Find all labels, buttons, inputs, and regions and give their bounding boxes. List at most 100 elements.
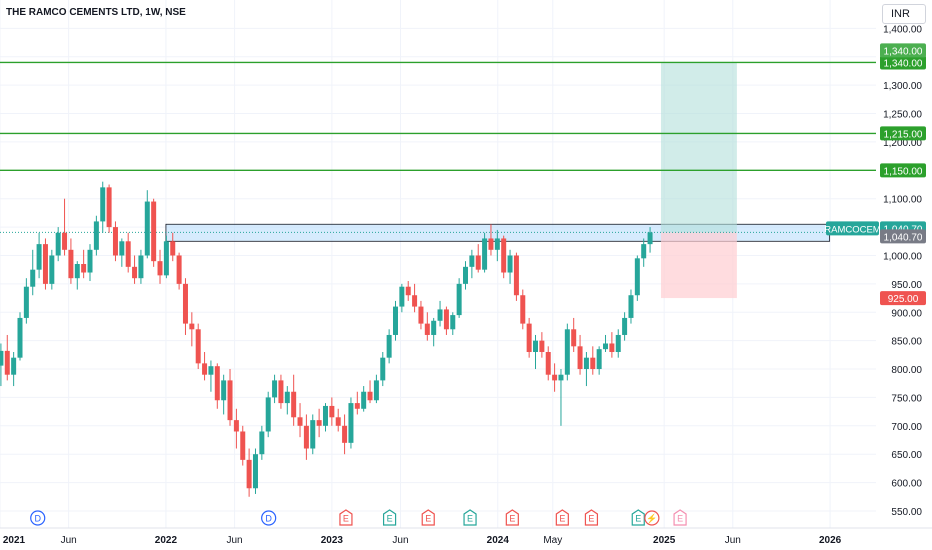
event-marker-label: E bbox=[467, 514, 473, 524]
candle-body bbox=[265, 397, 271, 432]
candle bbox=[42, 238, 48, 290]
stop-zone bbox=[660, 232, 737, 299]
candle bbox=[622, 312, 628, 341]
candle bbox=[182, 278, 188, 335]
y-tick-label: 700.00 bbox=[891, 422, 922, 433]
candle-body bbox=[151, 201, 157, 262]
time-axis: 2021 Jun 2022 Jun 2023 Jun 2024 May 2025 Jun 2026 bbox=[0, 527, 932, 546]
candle-body bbox=[93, 221, 99, 250]
candle bbox=[615, 329, 621, 358]
event-markers: D D E E E E E E E E ⚡ E bbox=[30, 509, 687, 526]
candle bbox=[252, 448, 258, 494]
candle bbox=[342, 414, 348, 455]
candle-body bbox=[0, 350, 4, 366]
candle bbox=[17, 312, 23, 361]
candle-body bbox=[622, 317, 628, 335]
candle bbox=[176, 252, 182, 290]
candle-body bbox=[615, 334, 621, 352]
price-tags: 1,340.00 1,215.00 1,150.00 1,340.00 925.00 1,… bbox=[824, 43, 926, 306]
x-tick-label: Jun bbox=[725, 535, 741, 546]
candle-body bbox=[49, 255, 55, 284]
candle-body bbox=[431, 320, 437, 335]
candle-body bbox=[437, 309, 443, 321]
y-tick-label: 1,300.00 bbox=[883, 81, 922, 92]
candle bbox=[424, 312, 430, 341]
candle-body bbox=[603, 343, 609, 350]
candle bbox=[647, 227, 653, 253]
x-tick-label: Jun bbox=[227, 535, 243, 546]
x-tick-label: 2024 bbox=[487, 535, 510, 546]
x-tick-label: 2025 bbox=[653, 535, 676, 546]
chart-title: THE RAMCO CEMENTS LTD, 1W, NSE bbox=[6, 7, 186, 18]
candle-body bbox=[30, 269, 36, 287]
event-marker-label: E bbox=[509, 514, 515, 524]
candle bbox=[100, 181, 106, 233]
candle bbox=[494, 229, 500, 262]
candle-body bbox=[526, 323, 532, 352]
candle bbox=[62, 198, 68, 256]
candle-body bbox=[577, 346, 583, 370]
candle-body bbox=[342, 425, 348, 443]
candle-body bbox=[501, 238, 507, 273]
price-axis: 550.00 600.00 650.00 700.00 750.00 800.00 850.… bbox=[883, 24, 922, 518]
candle-body bbox=[81, 264, 87, 273]
candle bbox=[603, 334, 609, 352]
candle bbox=[558, 369, 564, 426]
candle-body bbox=[189, 323, 195, 330]
currency-button[interactable]: INR bbox=[882, 4, 926, 24]
event-marker-e: E bbox=[463, 509, 477, 526]
candle bbox=[106, 184, 112, 233]
event-marker-label: E bbox=[559, 514, 565, 524]
candle-body bbox=[590, 357, 596, 370]
candle bbox=[55, 227, 61, 262]
candle-body bbox=[513, 255, 519, 296]
candle bbox=[552, 363, 558, 392]
candle bbox=[119, 238, 125, 267]
candle bbox=[316, 408, 322, 438]
candle-body bbox=[463, 266, 469, 284]
y-tick-label: 900.00 bbox=[891, 308, 922, 319]
candle bbox=[81, 249, 87, 279]
candle bbox=[513, 252, 519, 301]
candle-body bbox=[386, 334, 392, 358]
candle-body bbox=[367, 391, 373, 401]
candle bbox=[93, 215, 99, 256]
candle bbox=[367, 380, 373, 404]
candle bbox=[208, 360, 214, 392]
candle bbox=[163, 235, 169, 279]
candle-body bbox=[380, 357, 386, 381]
candle-body bbox=[609, 343, 615, 352]
event-marker-label: D bbox=[34, 514, 41, 524]
candle bbox=[329, 397, 335, 426]
candle-body bbox=[4, 350, 10, 375]
candle-body bbox=[23, 286, 29, 318]
event-marker-e: E bbox=[505, 509, 519, 526]
symbol-tag bbox=[826, 221, 879, 236]
candle-body bbox=[424, 323, 430, 335]
candle-body bbox=[310, 420, 316, 449]
candle bbox=[132, 255, 138, 284]
candle bbox=[227, 369, 233, 426]
candle bbox=[87, 244, 93, 282]
candle-body bbox=[163, 241, 169, 276]
candle bbox=[507, 249, 513, 284]
candle bbox=[138, 249, 144, 284]
y-tick-label: 1,200.00 bbox=[883, 138, 922, 149]
candle-body bbox=[399, 286, 405, 307]
candle-body bbox=[240, 431, 246, 460]
event-marker-e: E bbox=[584, 509, 599, 526]
event-marker-d: D bbox=[261, 510, 277, 526]
candle bbox=[278, 374, 284, 409]
level-price-tag-label: 1,340.00 bbox=[884, 58, 923, 69]
candle-body bbox=[482, 238, 488, 270]
candle-body bbox=[373, 380, 379, 401]
level-price-tag bbox=[880, 126, 926, 141]
event-marker-label: E bbox=[387, 514, 393, 524]
x-tick-label: 2022 bbox=[155, 535, 178, 546]
stop-price-tag-label: 925.00 bbox=[888, 294, 919, 305]
candle bbox=[463, 261, 469, 290]
x-tick-label: May bbox=[543, 535, 562, 546]
candle bbox=[488, 224, 494, 256]
y-tick-label: 750.00 bbox=[891, 393, 922, 404]
